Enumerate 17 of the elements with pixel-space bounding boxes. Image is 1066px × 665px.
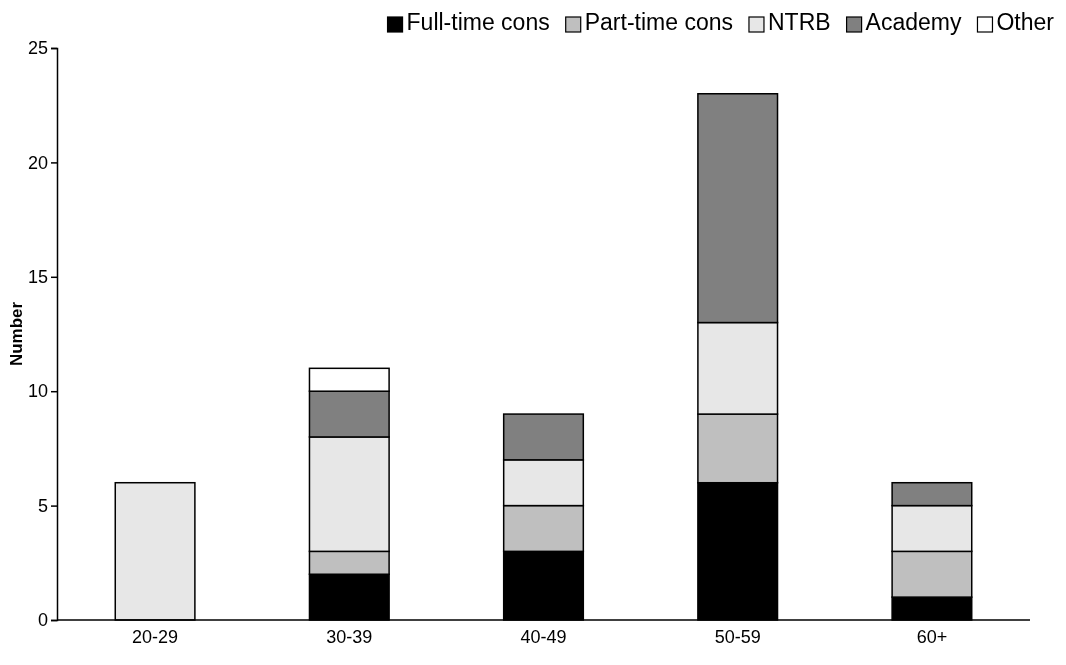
legend-label: Part-time cons [584, 9, 733, 35]
y-tick-label: 15 [27, 267, 48, 288]
legend-label: Other [996, 9, 1055, 35]
y-tick-label: 20 [27, 152, 48, 173]
y-axis-title: Number [7, 301, 26, 367]
legend-label: Academy [865, 9, 962, 35]
x-tick-label: 20-29 [132, 626, 179, 647]
y-tick-label: 5 [37, 495, 48, 516]
x-tick-label: 30-39 [326, 626, 373, 647]
x-tick-label: 40-49 [520, 626, 567, 647]
legend-label: NTRB [767, 9, 831, 35]
x-tick-label: 60+ [916, 626, 948, 647]
x-tick-label: 50-59 [714, 626, 761, 647]
legend-label: Full-time cons [406, 9, 550, 35]
y-tick-label: 25 [27, 38, 48, 59]
y-tick-label: 0 [37, 610, 48, 631]
y-tick-label: 10 [27, 381, 48, 402]
